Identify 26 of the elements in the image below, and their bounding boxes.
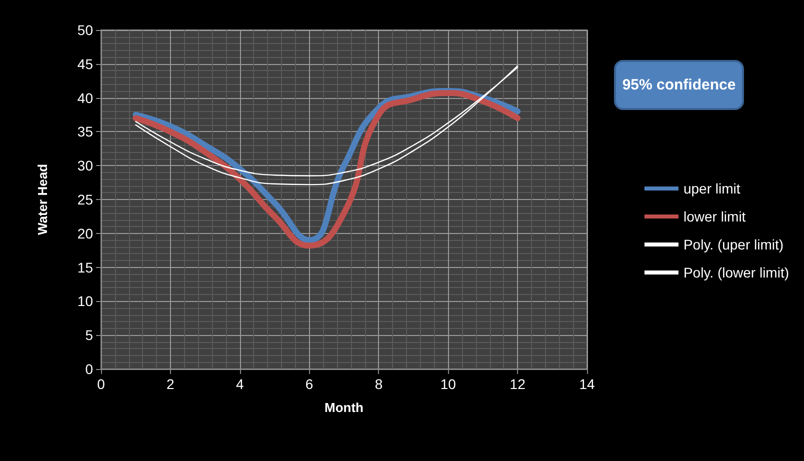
y-tick-label: 35 xyxy=(77,124,94,140)
y-tick-label: 40 xyxy=(77,90,94,106)
y-tick-label: 0 xyxy=(85,361,94,377)
y-tick-label: 50 xyxy=(77,22,94,38)
x-tick-label: 0 xyxy=(97,376,106,392)
y-axis-title: Water Head xyxy=(35,164,50,236)
y-tick-label: 30 xyxy=(77,158,94,174)
x-tick-label: 8 xyxy=(374,376,383,392)
x-tick-label: 14 xyxy=(579,376,595,392)
x-tick-label: 6 xyxy=(305,376,314,392)
y-tick-label: 25 xyxy=(77,192,94,208)
text: 95% confidence xyxy=(622,76,736,94)
y-tick-label: 45 xyxy=(77,56,94,72)
legend-label: Poly. (lower limit) xyxy=(683,264,790,280)
x-tick-label: 10 xyxy=(440,376,456,392)
x-axis-title: Month xyxy=(324,400,364,415)
y-tick-label: 15 xyxy=(77,259,94,276)
x-tick-label: 12 xyxy=(510,376,526,392)
x-tick-label: 2 xyxy=(166,376,175,392)
legend-label: Poly. (uper limit) xyxy=(683,236,784,252)
y-tick-label: 20 xyxy=(77,225,94,242)
y-tick-label: 5 xyxy=(85,327,94,344)
x-tick-label: 4 xyxy=(236,376,244,392)
legend-label: uper limit xyxy=(683,180,740,196)
legend-label: lower limit xyxy=(683,208,746,224)
y-tick-label: 10 xyxy=(77,293,94,310)
